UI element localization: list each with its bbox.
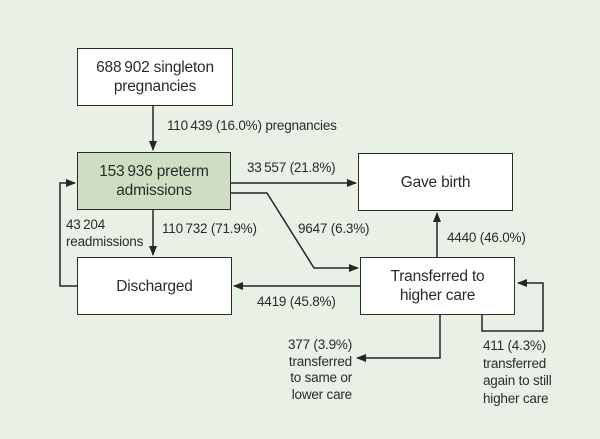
label-transferred-again-higher-line1: 411 (4.3%) [483, 338, 547, 353]
node-transferred-higher-care-line2: higher care [399, 287, 476, 304]
node-singleton-pregnancies-line2: pregnancies [113, 78, 197, 95]
arrow-transferred-again-loop [481, 279, 544, 332]
label-transferred-again-higher: 411 (4.3%) transferred again to still hi… [483, 337, 573, 407]
node-transferred-higher-care-line1: Transferred to [390, 268, 485, 285]
label-transferred-same-lower-line3: to same or [290, 370, 352, 385]
label-transferred-again-higher-line4: higher care [483, 390, 549, 406]
node-singleton-pregnancies-line1: 688 902 singleton [96, 59, 214, 76]
label-transferred-same-lower-line4: lower care [291, 386, 352, 402]
node-singleton-pregnancies: 688 902 singleton pregnancies [77, 48, 233, 106]
label-transferred-same-lower-line1: 377 (3.9%) [287, 337, 352, 352]
node-gave-birth-label: Gave birth [400, 173, 471, 191]
arrow-readmissions-loop [59, 179, 77, 287]
arrow-preterm-to-transferred [231, 192, 359, 272]
label-transferred-same-lower-line2: transferred [288, 353, 352, 369]
label-transferred-to-gave-birth: 4440 (46.0%) [447, 230, 526, 245]
node-preterm-admissions: 153 936 preterm admissions [77, 152, 231, 210]
label-preterm-to-discharged: 110 732 (71.9%) [162, 221, 257, 236]
label-preterm-to-gave-birth: 33 557 (21.8%) [247, 160, 336, 175]
label-transferred-again-higher-line3: again to still [483, 373, 552, 388]
label-readmissions-line1: 43 204 [66, 217, 106, 232]
label-transferred-again-higher-line2: transferred [483, 355, 547, 371]
node-gave-birth: Gave birth [358, 153, 513, 211]
label-pregnancies-to-preterm: 110 439 (16.0%) pregnancies [167, 118, 337, 133]
node-discharged: Discharged [77, 257, 232, 315]
node-preterm-admissions-line2: admissions [116, 182, 192, 199]
label-transferred-to-discharged: 4419 (45.8%) [257, 294, 336, 309]
label-readmissions-line2: readmissions [66, 233, 144, 249]
node-preterm-admissions-line1: 153 936 preterm [99, 163, 209, 180]
label-readmissions: 43 204 readmissions [66, 217, 143, 250]
node-transferred-higher-care: Transferred to higher care [360, 257, 515, 315]
label-preterm-to-transferred: 9647 (6.3%) [298, 221, 370, 236]
node-discharged-label: Discharged [116, 277, 193, 295]
arrow-transferred-to-lower-care [356, 315, 441, 362]
label-transferred-same-lower: 377 (3.9%) transferred to same or lower … [252, 337, 352, 403]
